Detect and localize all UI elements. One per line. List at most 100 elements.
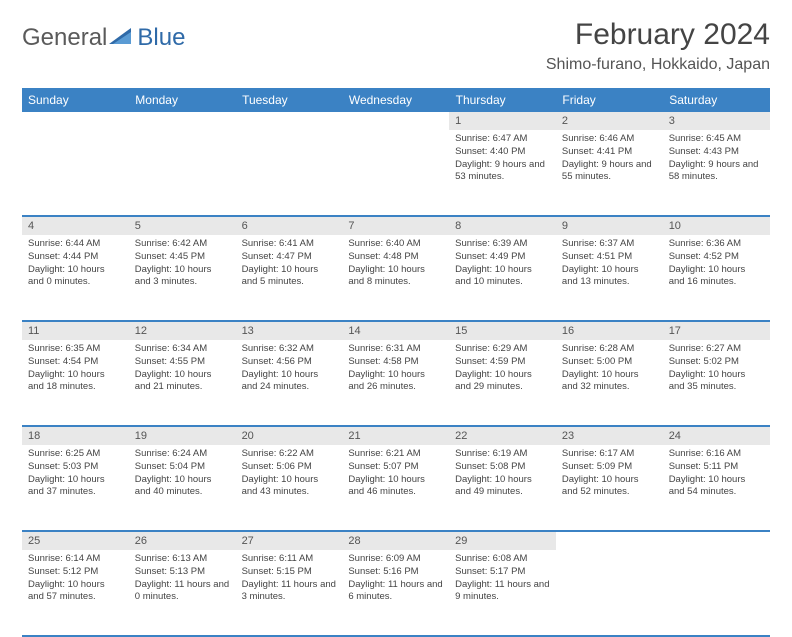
day-header: Monday: [129, 88, 236, 112]
day-number: [236, 112, 343, 130]
day-number-cell: 6: [236, 216, 343, 235]
day-detail-cell: Sunrise: 6:16 AMSunset: 5:11 PMDaylight:…: [663, 445, 770, 531]
day-number-cell: [556, 531, 663, 550]
day-detail: Sunrise: 6:28 AMSunset: 5:00 PMDaylight:…: [556, 340, 663, 400]
day-header-row: SundayMondayTuesdayWednesdayThursdayFrid…: [22, 88, 770, 112]
day-detail-cell: Sunrise: 6:44 AMSunset: 4:44 PMDaylight:…: [22, 235, 129, 321]
day-number: 1: [449, 112, 556, 130]
day-detail: Sunrise: 6:46 AMSunset: 4:41 PMDaylight:…: [556, 130, 663, 190]
day-detail-cell: Sunrise: 6:36 AMSunset: 4:52 PMDaylight:…: [663, 235, 770, 321]
week-detail-row: Sunrise: 6:35 AMSunset: 4:54 PMDaylight:…: [22, 340, 770, 426]
day-detail: Sunrise: 6:16 AMSunset: 5:11 PMDaylight:…: [663, 445, 770, 505]
day-detail-cell: Sunrise: 6:39 AMSunset: 4:49 PMDaylight:…: [449, 235, 556, 321]
day-number: 10: [663, 217, 770, 235]
day-number-cell: 27: [236, 531, 343, 550]
day-number-cell: 1: [449, 112, 556, 130]
day-detail: Sunrise: 6:14 AMSunset: 5:12 PMDaylight:…: [22, 550, 129, 610]
day-header: Friday: [556, 88, 663, 112]
week-detail-row: Sunrise: 6:47 AMSunset: 4:40 PMDaylight:…: [22, 130, 770, 216]
day-number-cell: 24: [663, 426, 770, 445]
day-number-cell: 16: [556, 321, 663, 340]
day-number: [22, 112, 129, 130]
day-number-cell: 15: [449, 321, 556, 340]
day-number-cell: 14: [342, 321, 449, 340]
day-detail: Sunrise: 6:36 AMSunset: 4:52 PMDaylight:…: [663, 235, 770, 295]
day-detail-cell: Sunrise: 6:11 AMSunset: 5:15 PMDaylight:…: [236, 550, 343, 636]
day-detail-cell: [22, 130, 129, 216]
day-number: 20: [236, 427, 343, 445]
day-number: 15: [449, 322, 556, 340]
day-detail-cell: Sunrise: 6:31 AMSunset: 4:58 PMDaylight:…: [342, 340, 449, 426]
day-detail-cell: Sunrise: 6:40 AMSunset: 4:48 PMDaylight:…: [342, 235, 449, 321]
day-number-cell: 22: [449, 426, 556, 445]
day-detail-cell: Sunrise: 6:47 AMSunset: 4:40 PMDaylight:…: [449, 130, 556, 216]
day-detail: Sunrise: 6:40 AMSunset: 4:48 PMDaylight:…: [342, 235, 449, 295]
week-detail-row: Sunrise: 6:44 AMSunset: 4:44 PMDaylight:…: [22, 235, 770, 321]
day-number-cell: 7: [342, 216, 449, 235]
week-number-row: 11121314151617: [22, 321, 770, 340]
day-detail-cell: [236, 130, 343, 216]
day-header: Saturday: [663, 88, 770, 112]
day-number: 25: [22, 532, 129, 550]
day-number: 26: [129, 532, 236, 550]
day-number-cell: 3: [663, 112, 770, 130]
day-number-cell: 29: [449, 531, 556, 550]
calendar-table: SundayMondayTuesdayWednesdayThursdayFrid…: [22, 88, 770, 637]
day-detail: Sunrise: 6:45 AMSunset: 4:43 PMDaylight:…: [663, 130, 770, 190]
day-number-cell: 12: [129, 321, 236, 340]
day-detail-cell: Sunrise: 6:45 AMSunset: 4:43 PMDaylight:…: [663, 130, 770, 216]
day-detail-cell: Sunrise: 6:34 AMSunset: 4:55 PMDaylight:…: [129, 340, 236, 426]
day-detail-cell: Sunrise: 6:46 AMSunset: 4:41 PMDaylight:…: [556, 130, 663, 216]
location-text: Shimo-furano, Hokkaido, Japan: [546, 56, 770, 74]
day-number-cell: 4: [22, 216, 129, 235]
day-detail-cell: Sunrise: 6:27 AMSunset: 5:02 PMDaylight:…: [663, 340, 770, 426]
day-detail: Sunrise: 6:32 AMSunset: 4:56 PMDaylight:…: [236, 340, 343, 400]
day-number: [342, 112, 449, 130]
day-number-cell: 8: [449, 216, 556, 235]
day-detail-cell: Sunrise: 6:24 AMSunset: 5:04 PMDaylight:…: [129, 445, 236, 531]
day-number: 13: [236, 322, 343, 340]
day-number-cell: 28: [342, 531, 449, 550]
day-detail: Sunrise: 6:27 AMSunset: 5:02 PMDaylight:…: [663, 340, 770, 400]
day-number: 17: [663, 322, 770, 340]
week-number-row: 18192021222324: [22, 426, 770, 445]
day-number: 4: [22, 217, 129, 235]
title-block: February 2024 Shimo-furano, Hokkaido, Ja…: [546, 18, 770, 74]
day-detail-cell: Sunrise: 6:28 AMSunset: 5:00 PMDaylight:…: [556, 340, 663, 426]
day-detail: Sunrise: 6:39 AMSunset: 4:49 PMDaylight:…: [449, 235, 556, 295]
day-number: 29: [449, 532, 556, 550]
day-detail: Sunrise: 6:44 AMSunset: 4:44 PMDaylight:…: [22, 235, 129, 295]
day-detail-cell: Sunrise: 6:22 AMSunset: 5:06 PMDaylight:…: [236, 445, 343, 531]
day-number: 21: [342, 427, 449, 445]
day-number-cell: 17: [663, 321, 770, 340]
day-detail: Sunrise: 6:17 AMSunset: 5:09 PMDaylight:…: [556, 445, 663, 505]
day-detail-cell: [556, 550, 663, 636]
day-detail: Sunrise: 6:25 AMSunset: 5:03 PMDaylight:…: [22, 445, 129, 505]
day-detail: Sunrise: 6:19 AMSunset: 5:08 PMDaylight:…: [449, 445, 556, 505]
day-detail: Sunrise: 6:34 AMSunset: 4:55 PMDaylight:…: [129, 340, 236, 400]
day-number: 3: [663, 112, 770, 130]
day-number-cell: [129, 112, 236, 130]
day-detail-cell: [129, 130, 236, 216]
day-number: 22: [449, 427, 556, 445]
day-header: Tuesday: [236, 88, 343, 112]
day-number: 5: [129, 217, 236, 235]
brand-triangle-icon: [109, 26, 135, 51]
day-header: Sunday: [22, 88, 129, 112]
day-number: 14: [342, 322, 449, 340]
day-number: [129, 112, 236, 130]
day-detail-cell: Sunrise: 6:19 AMSunset: 5:08 PMDaylight:…: [449, 445, 556, 531]
day-number-cell: [236, 112, 343, 130]
day-detail-cell: [663, 550, 770, 636]
day-detail: Sunrise: 6:11 AMSunset: 5:15 PMDaylight:…: [236, 550, 343, 610]
day-detail-cell: Sunrise: 6:17 AMSunset: 5:09 PMDaylight:…: [556, 445, 663, 531]
day-detail: Sunrise: 6:37 AMSunset: 4:51 PMDaylight:…: [556, 235, 663, 295]
brand-name-1: General: [22, 24, 107, 52]
day-number-cell: [342, 112, 449, 130]
day-detail: Sunrise: 6:35 AMSunset: 4:54 PMDaylight:…: [22, 340, 129, 400]
brand-name-2: Blue: [137, 24, 185, 52]
week-detail-row: Sunrise: 6:14 AMSunset: 5:12 PMDaylight:…: [22, 550, 770, 636]
day-detail-cell: Sunrise: 6:35 AMSunset: 4:54 PMDaylight:…: [22, 340, 129, 426]
day-detail-cell: Sunrise: 6:25 AMSunset: 5:03 PMDaylight:…: [22, 445, 129, 531]
page-title: February 2024: [546, 18, 770, 52]
